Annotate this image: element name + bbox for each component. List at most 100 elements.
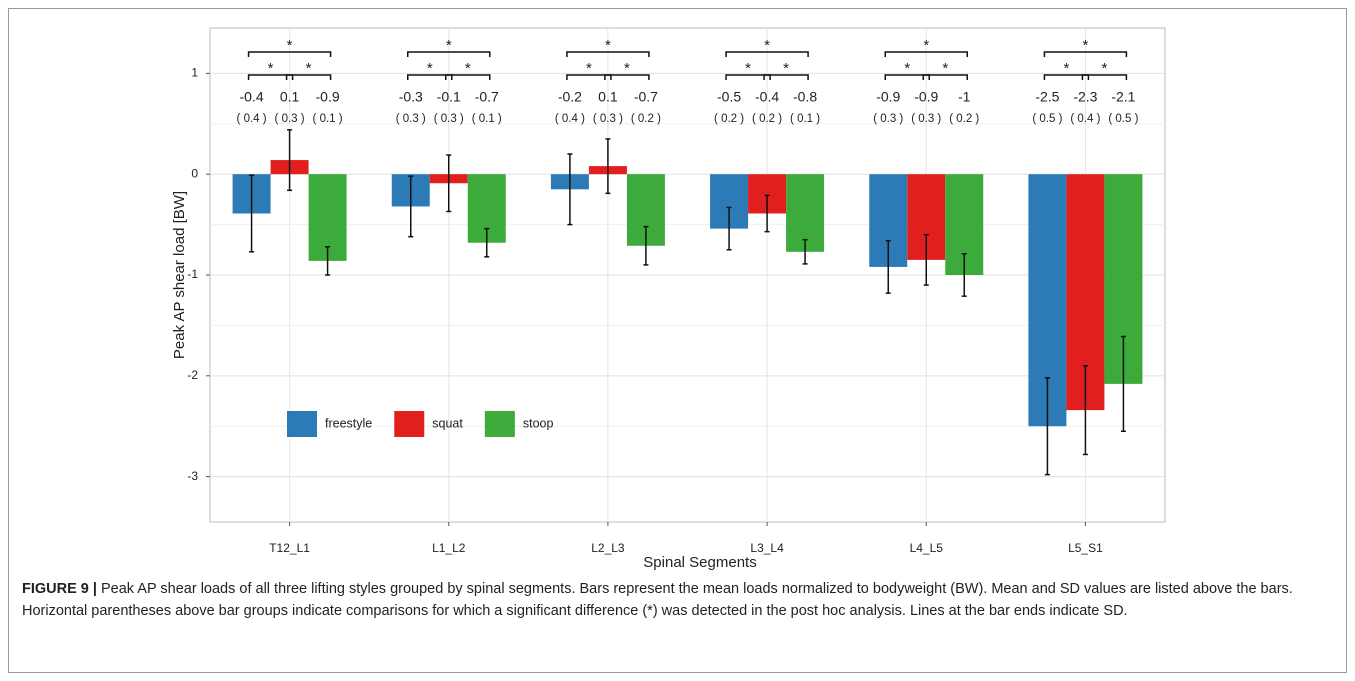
error-bar [764,194,770,233]
significance-label: * [942,60,948,77]
sd-label: ( 0.2 ) [752,113,782,125]
significance-bracket [725,74,771,80]
error-bar [802,238,808,265]
significance-bracket [285,74,332,80]
error-bar [408,175,414,238]
sd-label: ( 0.4 ) [1070,113,1100,125]
value-label: -0.8 [793,89,817,105]
significance-label: * [1063,60,1069,77]
significance-bracket [604,74,650,80]
sd-label: ( 0.1 ) [313,113,343,125]
value-label: -0.9 [316,89,340,105]
error-bar [643,225,649,266]
legend-label: freestyle [325,416,372,430]
significance-label: * [465,60,471,77]
error-bar [961,253,967,297]
significance-bracket [407,74,453,80]
value-label: -0.9 [914,89,938,105]
y-tick-label: -3 [187,469,198,483]
x-tick-label: L1_L2 [432,541,466,555]
legend-label: stoop [523,416,554,430]
significance-label: * [446,37,452,54]
value-label: 0.1 [598,89,618,105]
caption-text: Peak AP shear loads of all three lifting… [22,581,1293,619]
y-tick-label: -1 [187,267,198,281]
error-bar [885,239,891,294]
y-axis-title: Peak AP shear load [BW] [171,191,188,359]
legend-swatch [484,411,515,437]
significance-bracket [566,51,650,57]
significance-bracket [1043,74,1090,80]
significance-bracket [445,74,491,80]
x-tick-label: T12_L1 [269,541,310,555]
significance-label: * [923,37,929,54]
sd-label: ( 0.5 ) [1032,113,1062,125]
significance-label: * [1101,60,1107,77]
error-bar [484,227,490,258]
x-tick-label: L2_L3 [591,541,625,555]
error-bar [1082,364,1088,456]
value-label: -0.1 [437,89,461,105]
sd-label: ( 0.3 ) [911,113,941,125]
significance-label: * [904,60,910,77]
sd-label: ( 0.3 ) [593,113,623,125]
significance-bracket [1081,74,1128,80]
chart: Spinal Segments Peak AP shear load [BW] … [171,27,1166,570]
value-label: -0.3 [399,89,423,105]
significance-bracket [922,74,968,80]
sd-label: ( 0.1 ) [790,113,820,125]
error-bar [287,129,293,192]
sd-label: ( 0.4 ) [237,113,267,125]
value-label: -0.9 [876,89,900,105]
significance-label: * [764,37,770,54]
value-label: -0.4 [240,89,264,105]
sd-label: ( 0.2 ) [714,113,744,125]
significance-label: * [306,60,312,77]
significance-label: * [624,60,630,77]
x-tick-label: L3_L4 [750,541,784,555]
value-label: -2.3 [1073,89,1097,105]
sd-label: ( 0.2 ) [949,113,979,125]
sd-label: ( 0.4 ) [555,113,585,125]
y-tick-label: 0 [191,166,198,180]
sd-label: ( 0.1 ) [472,113,502,125]
error-bar [325,246,331,276]
value-label: -0.7 [475,89,499,105]
figure-frame [8,8,1347,673]
x-tick-label: L5_S1 [1068,541,1103,555]
y-tick-label: -2 [187,368,198,382]
significance-bracket [247,74,294,80]
significance-bracket [884,74,930,80]
significance-label: * [287,37,293,54]
sd-label: ( 0.3 ) [434,113,464,125]
error-bar [1044,377,1050,476]
error-bar [1120,335,1126,433]
significance-bracket [884,51,968,57]
x-axis-title: Spinal Segments [643,554,756,570]
legend-swatch [394,411,425,437]
caption: FIGURE 9 | Peak AP shear loads of all th… [22,578,1332,622]
significance-bracket [407,51,491,57]
error-bar [605,138,611,195]
value-label: -0.5 [717,89,741,105]
error-bar [923,233,929,286]
significance-label: * [605,37,611,54]
value-label: -1 [958,89,971,105]
value-label: -0.4 [755,89,779,105]
sd-label: ( 0.5 ) [1108,113,1138,125]
legend-swatch [287,411,317,437]
sd-label: ( 0.3 ) [275,113,305,125]
value-label: -2.5 [1035,89,1059,105]
error-bar [249,174,255,253]
value-label: 0.1 [280,89,300,105]
bar [786,174,825,252]
significance-label: * [268,60,274,77]
significance-bracket [566,74,612,80]
sd-label: ( 0.3 ) [396,113,426,125]
significance-label: * [427,60,433,77]
significance-bracket [725,51,809,57]
significance-bracket [763,74,809,80]
sd-label: ( 0.2 ) [631,113,661,125]
significance-bracket [1043,51,1128,57]
value-label: -2.1 [1111,89,1135,105]
